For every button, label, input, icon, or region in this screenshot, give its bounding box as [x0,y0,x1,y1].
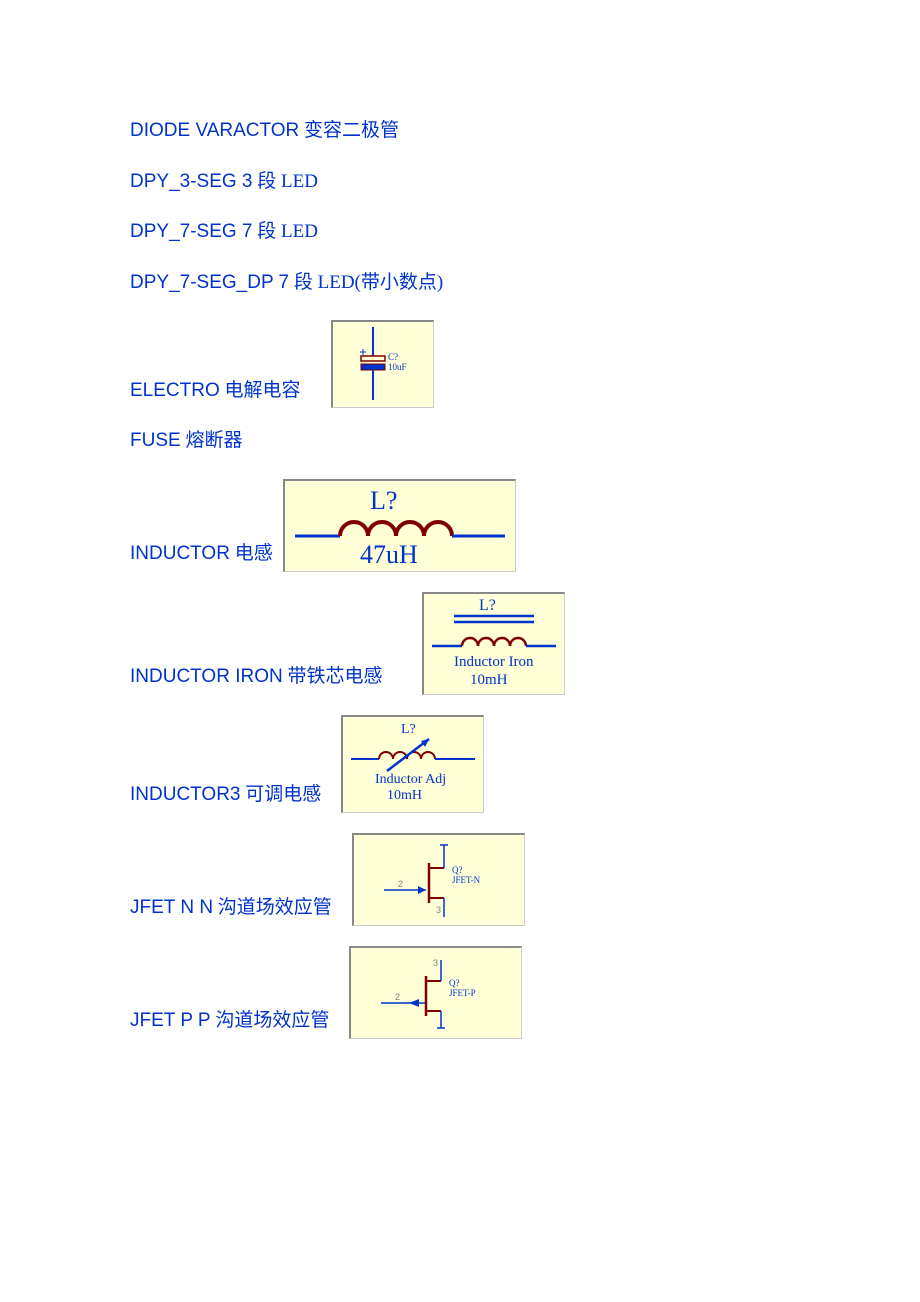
svg-text:3: 3 [433,958,438,968]
label-dpy3: DPY_3-SEG 3 段 LED [130,169,318,196]
label-fuse: FUSE 熔断器 [130,428,242,455]
svg-text:C?: C? [388,352,398,362]
svg-text:JFET-P: JFET-P [449,988,476,998]
svg-text:L?: L? [401,722,416,737]
label-electro: ELECTRO 电解电容 [130,378,301,405]
label-zh: 电感 [230,543,273,564]
svg-text:JFET-N: JFET-N [452,875,481,885]
svg-text:Q?: Q? [449,978,460,988]
label-zh: 段 LED(带小数点) [289,272,443,293]
svg-text:10mH: 10mH [387,788,422,803]
label-en: DPY_7-SEG_DP 7 [130,272,289,293]
entry-fuse: FUSE 熔断器 [130,428,790,455]
entry-dpy7: DPY_7-SEG 7 段 LED [130,219,790,246]
label-en: INDUCTOR [130,543,230,564]
label-en: DIODE VARACTOR [130,120,299,141]
label-zh: 沟道场效应管 [211,1010,330,1031]
svg-text:L?: L? [370,486,397,515]
svg-text:3: 3 [436,905,441,915]
label-zh: 可调电感 [241,784,322,805]
symbol-inductor: L? 47uH [283,479,516,572]
label-inductor: INDUCTOR 电感 [130,541,273,568]
label-dpy7dp: DPY_7-SEG_DP 7 段 LED(带小数点) [130,270,443,297]
label-zh: 变容二极管 [299,120,399,141]
label-en: INDUCTOR IRON [130,666,283,687]
svg-text:47uH: 47uH [360,540,418,569]
svg-text:Inductor Iron: Inductor Iron [454,654,534,670]
entry-electro: ELECTRO 电解电容 C? 10uF [130,320,790,404]
svg-text:10mH: 10mH [470,672,508,688]
label-zh: 段 LED [253,171,318,192]
label-en: JFET N N [130,897,213,918]
entry-inductor: INDUCTOR 电感 L? 47uH [130,479,790,568]
label-diode-varactor: DIODE VARACTOR 变容二极管 [130,118,399,145]
svg-text:10uF: 10uF [388,362,407,372]
entry-jfet-p: JFET P P 沟道场效应管 2 3 Q? JFET-P [130,946,790,1035]
label-zh: 沟道场效应管 [213,897,332,918]
label-zh: 电解电容 [220,380,301,401]
entry-dpy7dp: DPY_7-SEG_DP 7 段 LED(带小数点) [130,270,790,297]
label-en: INDUCTOR3 [130,784,241,805]
label-jfet-p: JFET P P 沟道场效应管 [130,1008,329,1035]
symbol-electro: C? 10uF [331,320,434,408]
label-zh: 带铁芯电感 [283,666,383,687]
symbol-jfet-p: 2 3 Q? JFET-P [349,946,522,1039]
svg-text:2: 2 [398,879,403,889]
label-inductor-iron: INDUCTOR IRON 带铁芯电感 [130,664,382,691]
svg-text:2: 2 [395,992,400,1002]
label-inductor3: INDUCTOR3 可调电感 [130,782,321,809]
page-content: DIODE VARACTOR 变容二极管 DPY_3-SEG 3 段 LED D… [0,0,920,1119]
label-en: DPY_3-SEG 3 [130,171,253,192]
label-zh: 段 LED [253,221,318,242]
label-en: ELECTRO [130,380,220,401]
svg-text:Q?: Q? [452,865,463,875]
label-jfet-n: JFET N N 沟道场效应管 [130,895,332,922]
label-en: DPY_7-SEG 7 [130,221,253,242]
svg-text:Inductor Adj: Inductor Adj [375,772,446,787]
svg-text:L?: L? [479,597,496,614]
entry-inductor3: INDUCTOR3 可调电感 L? Inductor Adj 10mH [130,715,790,809]
entry-diode-varactor: DIODE VARACTOR 变容二极管 [130,118,790,145]
symbol-inductor-iron: L? Inductor Iron 10mH [422,592,565,695]
entry-jfet-n: JFET N N 沟道场效应管 2 3 Q? JFET-N [130,833,790,922]
entry-dpy3: DPY_3-SEG 3 段 LED [130,169,790,196]
label-dpy7: DPY_7-SEG 7 段 LED [130,219,318,246]
symbol-inductor3: L? Inductor Adj 10mH [341,715,484,813]
entry-inductor-iron: INDUCTOR IRON 带铁芯电感 L? Inductor Iron 10m… [130,592,790,691]
label-zh: 熔断器 [181,430,243,451]
label-en: FUSE [130,430,181,451]
label-en: JFET P P [130,1010,211,1031]
symbol-jfet-n: 2 3 Q? JFET-N [352,833,525,926]
